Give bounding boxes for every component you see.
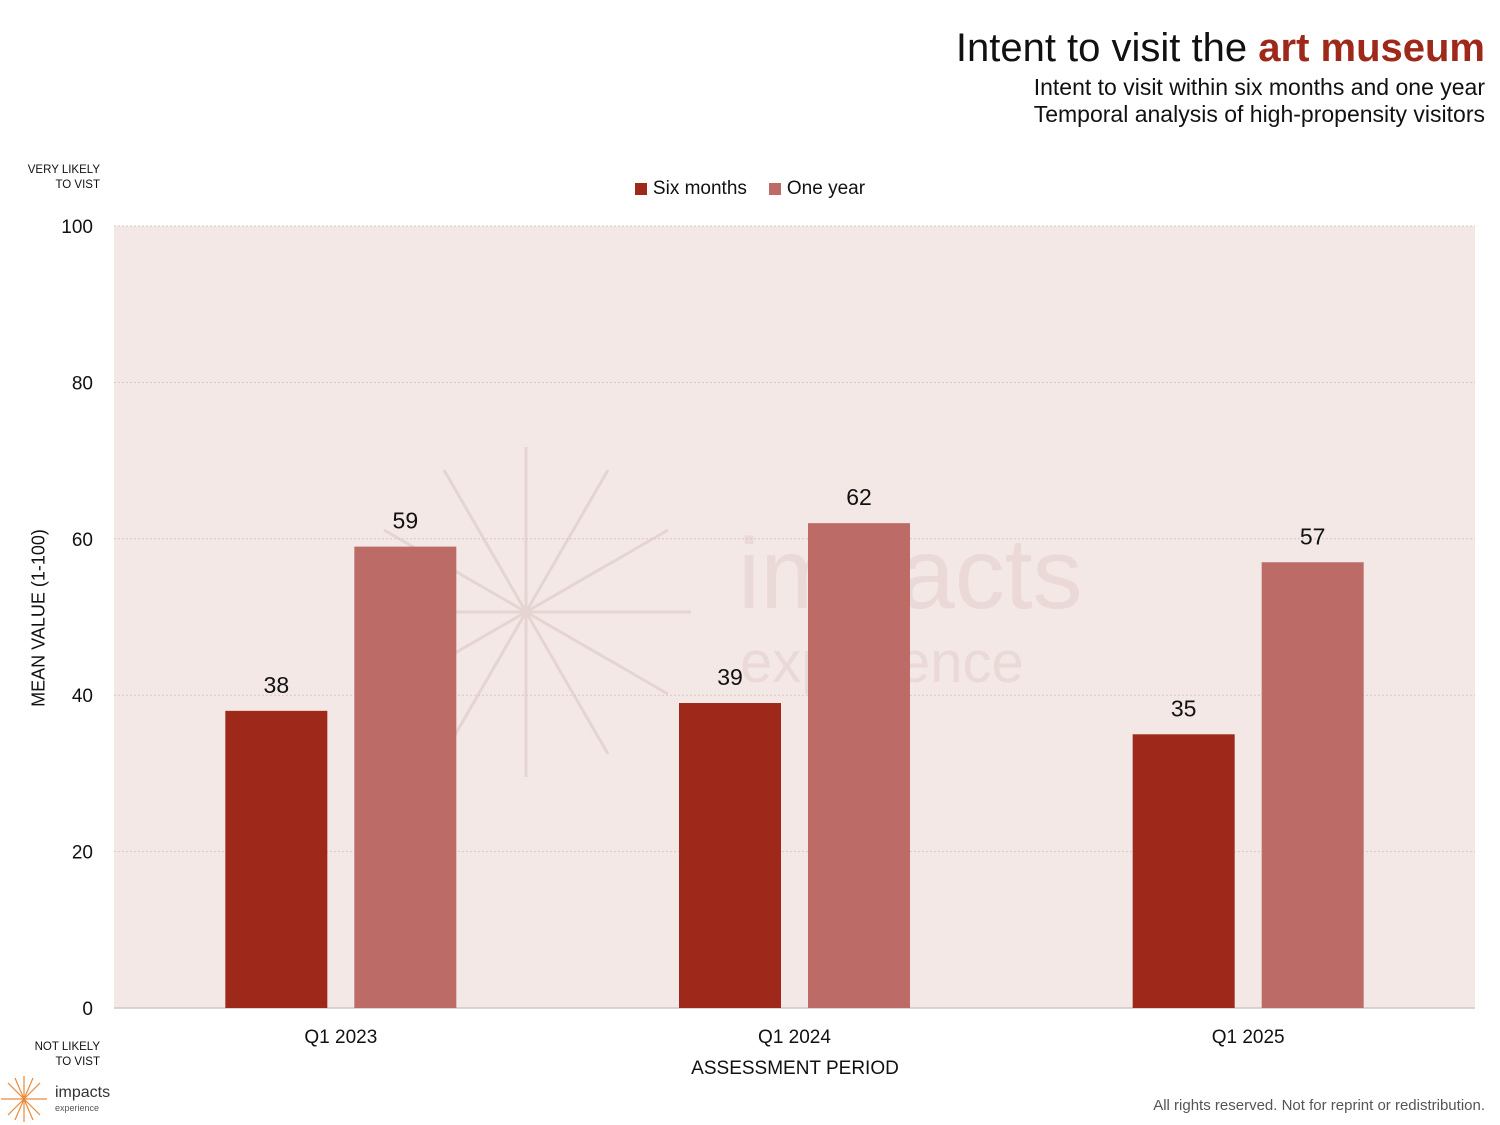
watermark-text: impacts (738, 518, 1083, 630)
bar (1261, 562, 1364, 1008)
legend-label-six-months: Six months (652, 178, 747, 199)
y-tick-label: 100 (61, 217, 93, 238)
y-axis-label: MEAN VALUE (1-100) (28, 529, 49, 707)
scale-note-bottom-line1: NOT LIKELY (34, 1041, 100, 1053)
x-tick-label: Q1 2023 (304, 1027, 377, 1048)
plot-background (114, 226, 1475, 1008)
y-tick-label: 80 (72, 373, 93, 394)
title-accent: art museum (1258, 26, 1485, 70)
legend-label-one-year: One year (786, 178, 866, 199)
data-label: 35 (1171, 695, 1197, 721)
title-prefix: Intent to visit the (955, 26, 1259, 70)
x-axis-label: ASSESSMENT PERIOD (691, 1058, 899, 1079)
scale-note-bottom: NOT LIKELY TO VIST (0, 1040, 100, 1070)
logo-tagline: experience (55, 1103, 100, 1113)
scale-note-top-line2: TO VIST (55, 179, 100, 191)
data-label: 59 (393, 508, 419, 534)
y-tick-label: 0 (82, 999, 93, 1020)
legend-item-one-year: One year (768, 178, 866, 200)
x-tick-label: Q1 2025 (1212, 1027, 1285, 1048)
bar (225, 710, 328, 1008)
y-tick-label: 60 (72, 530, 93, 551)
chart-title: Intent to visit the art museum (956, 22, 1485, 74)
y-tick-label: 40 (72, 686, 93, 707)
scale-note-top-line1: VERY LIKELY (27, 164, 100, 176)
x-tick-label: Q1 2024 (758, 1027, 831, 1048)
bar (1132, 734, 1235, 1008)
footer-rights: All rights reserved. Not for reprint or … (1153, 1097, 1485, 1114)
data-label: 39 (717, 664, 743, 690)
data-label: 38 (264, 672, 290, 698)
data-label: 62 (846, 484, 872, 510)
chart-subtitle-1: Intent to visit within six months and on… (1033, 74, 1485, 100)
scale-note-top: VERY LIKELY TO VIST (0, 163, 100, 193)
logo-name: impacts (55, 1084, 111, 1101)
legend: Six months One year (0, 178, 1500, 200)
chart-subtitle-2: Temporal analysis of high-propensity vis… (1033, 101, 1485, 127)
impacts-logo-icon (1, 1076, 47, 1122)
y-tick-label: 20 (72, 843, 93, 864)
bar (808, 523, 910, 1008)
bar (354, 546, 457, 1008)
legend-swatch-six-months (634, 183, 647, 195)
legend-swatch-one-year (768, 183, 781, 195)
bar (679, 703, 781, 1008)
scale-note-bottom-line2: TO VIST (55, 1056, 100, 1068)
legend-item-six-months: Six months (634, 178, 747, 200)
title-block: Intent to visit the art museum Intent to… (956, 22, 1485, 128)
data-label: 57 (1300, 523, 1326, 549)
